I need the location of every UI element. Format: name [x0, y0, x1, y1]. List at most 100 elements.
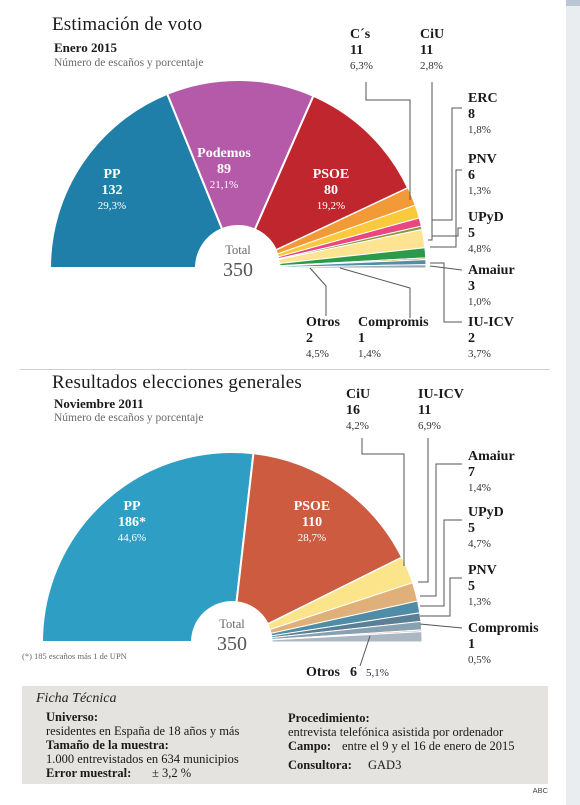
- chart2-leader-pnv: [420, 577, 462, 617]
- procedimiento-label: Procedimiento:: [288, 711, 370, 725]
- universo-value: residentes en España de 18 años y más: [46, 724, 240, 738]
- campo-value: entre el 9 y el 16 de enero de 2015: [342, 739, 515, 753]
- chart1-slice-psoe: [253, 94, 410, 252]
- chart2-title: Resultados elecciones generales: [52, 372, 302, 393]
- chart2-label-amaiur-seats: 7: [468, 465, 475, 480]
- chart2-note: Número de escaños y porcentaje: [54, 412, 204, 424]
- chart1-label-c-s-name: C´s: [350, 27, 371, 42]
- chart2-label-iu-icv-pct: 6,9%: [418, 420, 441, 432]
- chart2-leader-upyd: [420, 519, 462, 607]
- chart2-label-iu-icv-seats: 11: [418, 403, 431, 418]
- chart2-subtitle: Noviembre 2011: [54, 396, 144, 411]
- chart1-slice-otros: [279, 264, 427, 269]
- chart2-total-value: 350: [217, 633, 247, 655]
- chart2-footnote: (*) 185 escaños más 1 de UPN: [22, 651, 127, 661]
- source-credit: ABC: [532, 786, 548, 795]
- section-divider: [20, 369, 550, 370]
- muestra-label: Tamaño de la muestra:: [46, 738, 169, 752]
- chart2-label-ciu-name: CiU: [346, 387, 370, 402]
- ficha-heading: Ficha Técnica: [36, 691, 117, 706]
- chart2-label-upyd-pct: 4,7%: [468, 538, 491, 550]
- chart2-label-upyd-name: UPyD: [468, 505, 504, 520]
- chart1-slice-pp: [48, 92, 224, 269]
- consultora-label: Consultora:: [288, 758, 352, 772]
- chart1-label-ciu-seats: 11: [420, 43, 433, 58]
- chart1-subtitle: Enero 2015: [54, 40, 117, 55]
- chart1-total-value: 350: [223, 259, 253, 281]
- chart1-label-erc-pct: 1,8%: [468, 124, 491, 136]
- chart1-label-upyd-pct: 4,8%: [468, 243, 491, 255]
- chart1-label-iu-icv-pct: 3,7%: [468, 348, 491, 360]
- chart2-label-ciu-seats: 16: [346, 403, 360, 418]
- chart1-label-ciu-name: CiU: [420, 27, 444, 42]
- chart2-label-otros-name: Otros: [306, 665, 341, 680]
- chart1-label-c-s-pct: 6,3%: [350, 60, 373, 72]
- chart1-note: Número de escaños y porcentaje: [54, 57, 204, 69]
- chart2-label-otros-pct: 5,1%: [366, 667, 389, 679]
- chart2-semicircle: Total350PP186*44,6%PSOE11028,7%CiU164,2%…: [40, 387, 539, 680]
- chart1-label-pp-name: PP: [103, 167, 121, 182]
- chart2-label-pnv-seats: 5: [468, 579, 475, 594]
- chart2-label-pnv-pct: 1,3%: [468, 596, 491, 608]
- chart1-label-podemos-pct: 21,1%: [210, 179, 238, 191]
- chart2-leader-amaiur: [420, 463, 462, 597]
- chart2-slice-psoe: [235, 452, 404, 626]
- chart1-label-upyd-name: UPyD: [468, 210, 504, 225]
- chart1-leader-erc: [432, 107, 462, 221]
- chart2-label-pp-seats: 186*: [118, 515, 146, 530]
- chart2-label-psoe-seats: 110: [302, 515, 322, 530]
- chart1-total-label: Total: [225, 243, 251, 257]
- procedimiento-value: entrevista telefónica asistida por orden…: [288, 725, 504, 739]
- chart1-label-amaiur-pct: 1,0%: [468, 296, 491, 308]
- chart1-leader-otros: [309, 267, 327, 316]
- chart1-label-compromis-seats: 1: [358, 331, 365, 346]
- chart1-label-pnv-pct: 1,3%: [468, 185, 491, 197]
- chart1-label-erc-seats: 8: [468, 107, 475, 122]
- muestra-value: 1.000 entrevistados en 634 municipios: [46, 752, 239, 766]
- chart2-label-pnv-name: PNV: [468, 563, 497, 578]
- chart1-label-compromis-name: Compromis: [358, 315, 429, 330]
- chart2-total-label: Total: [219, 617, 245, 631]
- universo-label: Universo:: [46, 710, 99, 724]
- chart2-label-iu-icv-name: IU-ICV: [418, 387, 464, 402]
- scroll-thumb: [566, 0, 580, 6]
- chart2-label-compromis-name: Compromis: [468, 621, 539, 636]
- chart1-leader-iu-icv: [430, 262, 462, 323]
- chart1-label-psoe-name: PSOE: [313, 167, 350, 182]
- chart1-leader-ciu: [428, 82, 433, 241]
- chart1-label-psoe-seats: 80: [324, 183, 338, 198]
- chart2-label-otros-seats: 6: [350, 665, 357, 680]
- chart1-semicircle: Total350PP13229,3%Podemos8921,1%PSOE8019…: [48, 27, 515, 360]
- chart2-label-amaiur-pct: 1,4%: [468, 482, 491, 494]
- chart1-label-podemos-name: Podemos: [197, 146, 251, 161]
- chart1-label-iu-icv-seats: 2: [468, 331, 475, 346]
- chart2-label-compromis-pct: 0,5%: [468, 654, 491, 666]
- chart2-slice-otros: [271, 631, 423, 643]
- chart2-leader-compromis: [419, 623, 463, 629]
- chart1-label-c-s-seats: 11: [350, 43, 363, 58]
- chart1-leader-compromis: [339, 267, 411, 318]
- error-label: Error muestral:: [46, 766, 132, 780]
- chart1-label-amaiur-seats: 3: [468, 279, 475, 294]
- chart1-leader-pnv: [430, 169, 462, 248]
- chart1-label-psoe-pct: 19,2%: [317, 200, 345, 212]
- chart2-leader-iu-icv: [418, 438, 429, 583]
- chart2-slice-pp: [40, 451, 255, 643]
- chart1-slice-podemos: [165, 79, 315, 231]
- chart2-label-compromis-seats: 1: [468, 637, 475, 652]
- consultora-value: GAD3: [368, 758, 402, 772]
- chart1-label-erc-name: ERC: [468, 91, 498, 106]
- chart1-label-pnv-seats: 6: [468, 168, 475, 183]
- chart1-title: Estimación de voto: [52, 14, 203, 35]
- side-scrollbar: [566, 0, 580, 805]
- chart1-label-amaiur-name: Amaiur: [468, 263, 515, 278]
- chart1-leader-upyd: [432, 227, 462, 237]
- chart1-label-pp-seats: 132: [102, 183, 123, 198]
- chart2-label-psoe-pct: 28,7%: [298, 532, 326, 544]
- chart1-label-otros-pct: 4,5%: [306, 348, 329, 360]
- chart1-leader-c-s: [365, 82, 411, 200]
- ficha-tecnica-box: Ficha Técnica Universo: residentes en Es…: [22, 686, 548, 784]
- chart1-label-compromis-pct: 1,4%: [358, 348, 381, 360]
- chart1-label-otros-name: Otros: [306, 315, 341, 330]
- chart1-label-pp-pct: 29,3%: [98, 200, 126, 212]
